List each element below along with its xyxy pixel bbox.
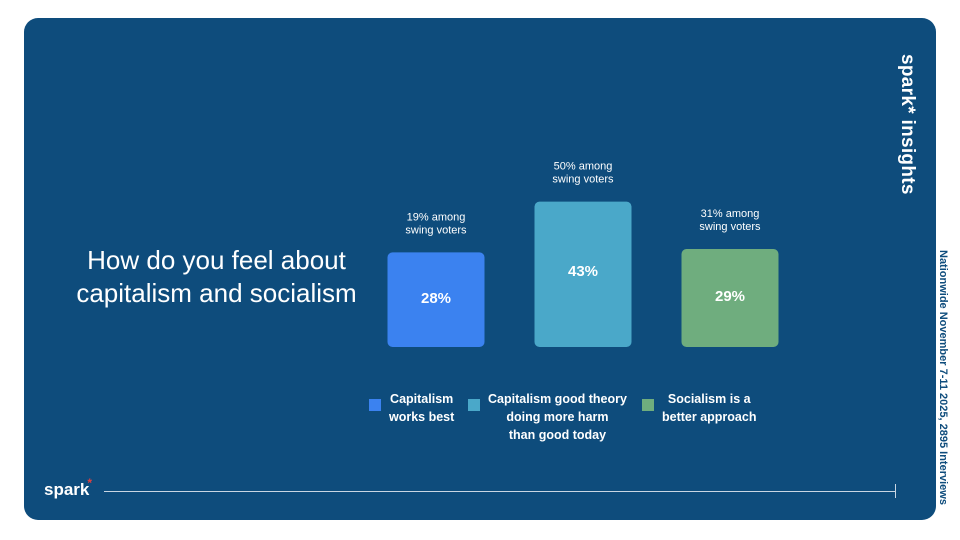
value-label-capitalism-harm: 43% xyxy=(568,263,598,280)
brand-product: insights xyxy=(897,119,918,195)
legend-label-capitalism-harm: Capitalism good theory doing more harm t… xyxy=(488,392,627,442)
bar-capitalism-harm xyxy=(534,201,632,347)
bar-capitalism-best xyxy=(387,252,485,347)
swing-voter-annotation-capitalism-harm: swing voters xyxy=(552,174,614,186)
footer-divider-end xyxy=(895,484,896,498)
legend-label-capitalism-best: Capitalism works best xyxy=(389,392,455,424)
legend-item-capitalism-harm: Capitalism good theory doing more harm t… xyxy=(468,390,627,444)
brand-name: spark xyxy=(897,54,918,107)
swing-voter-annotation-socialism-better: swing voters xyxy=(699,221,761,233)
legend-swatch xyxy=(642,399,654,411)
swing-voter-annotation-capitalism-best: swing voters xyxy=(405,224,467,236)
legend-item-capitalism-best: Capitalism works best xyxy=(369,390,454,426)
spark-logo: spark* xyxy=(44,476,93,499)
swing-voter-annotation-capitalism-best: 19% among xyxy=(407,211,466,223)
legend-label-socialism-better: Socialism is a better approach xyxy=(662,392,757,424)
survey-footnote: Nationwide November 7-11 2025, 2895 Inte… xyxy=(937,250,949,505)
value-label-socialism-better: 29% xyxy=(715,288,745,305)
footer-divider xyxy=(104,491,896,492)
swing-voter-annotation-capitalism-harm: 50% among xyxy=(554,161,613,173)
asterisk-icon: * xyxy=(897,106,918,114)
question-title: How do you feel about capitalism and soc… xyxy=(76,245,357,308)
legend-item-socialism-better: Socialism is a better approach xyxy=(642,390,756,426)
asterisk-icon: * xyxy=(87,476,93,490)
bar-socialism-better xyxy=(681,248,779,347)
swing-voter-annotation-socialism-better: 31% among xyxy=(701,208,760,220)
slide-card: How do you feel about capitalism and soc… xyxy=(24,18,936,520)
legend-swatch xyxy=(369,399,381,411)
legend-swatch xyxy=(468,399,480,411)
spark-insights-logo: spark* insights xyxy=(896,54,918,195)
value-label-capitalism-best: 28% xyxy=(421,290,451,307)
